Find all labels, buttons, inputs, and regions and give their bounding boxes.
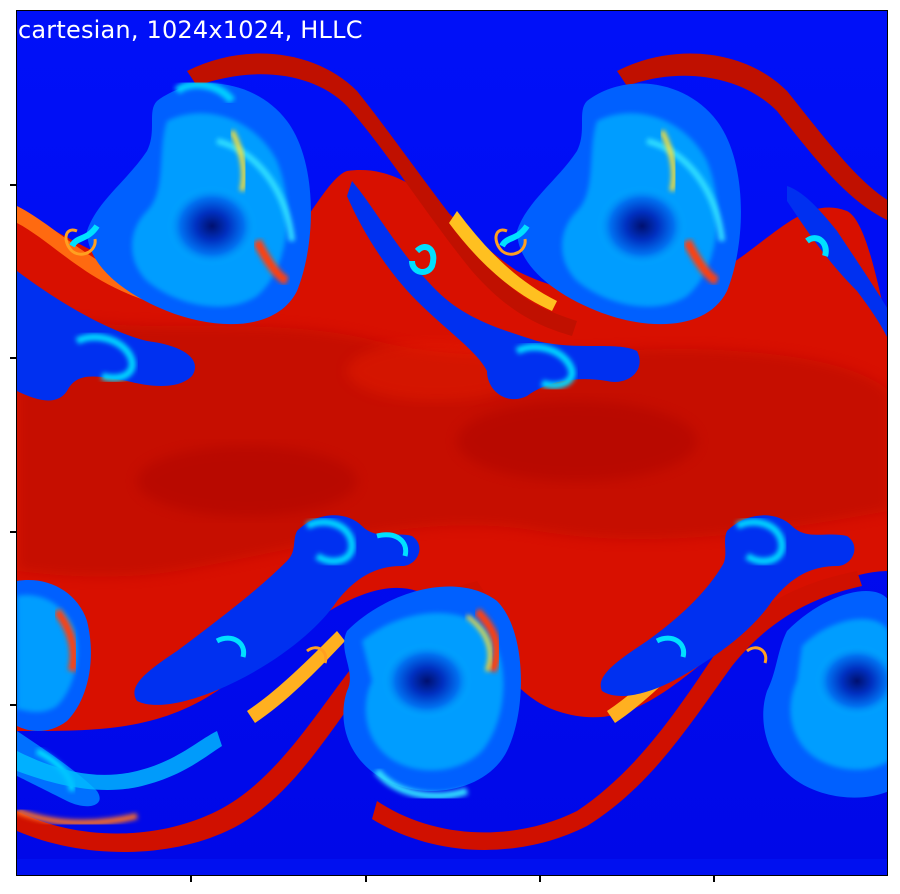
- vortex-lower-center: [306, 586, 521, 800]
- y-tick: [10, 357, 16, 359]
- vortex-upper-right: [494, 83, 741, 325]
- vortex-upper-left: [64, 80, 311, 325]
- x-tick: [190, 876, 192, 882]
- y-tick: [10, 704, 16, 706]
- upper-blue-fingers: [17, 181, 887, 401]
- y-tick: [10, 531, 16, 533]
- simulation-plot: [16, 10, 888, 876]
- x-tick: [365, 876, 367, 882]
- figure-label: cartesian, 1024x1024, HLLC: [18, 16, 363, 44]
- vortex-lower-right: [746, 591, 887, 798]
- y-tick: [10, 184, 16, 186]
- x-tick: [713, 876, 715, 882]
- lower-blue-fingers: [17, 515, 855, 791]
- x-tick: [539, 876, 541, 882]
- bottom-low-density: [17, 859, 887, 875]
- density-field: [17, 11, 887, 875]
